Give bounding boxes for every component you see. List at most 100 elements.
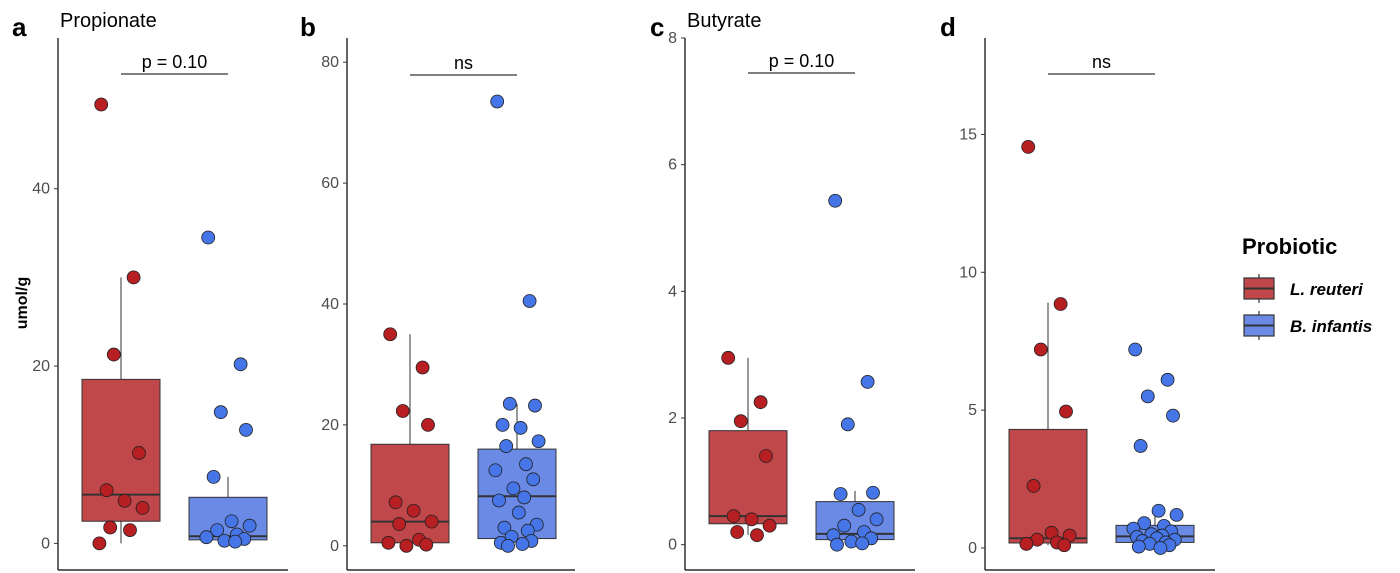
data-point [395, 404, 410, 418]
data-point [92, 536, 107, 551]
data-point [383, 327, 398, 342]
data-point [132, 446, 146, 460]
data-point [381, 535, 396, 550]
data-point [497, 520, 512, 535]
series-l-reuteri [708, 350, 788, 543]
series-b-infantis [815, 193, 895, 552]
data-point [242, 518, 257, 533]
data-point [522, 294, 537, 308]
data-point [866, 485, 880, 500]
data-point [733, 414, 748, 429]
box [708, 430, 788, 525]
data-point [488, 463, 503, 478]
y-tick-label: 8 [668, 30, 677, 47]
y-tick-label: 6 [668, 157, 677, 174]
data-point [201, 230, 216, 245]
data-point [392, 517, 407, 531]
data-point [199, 530, 214, 545]
data-point [492, 493, 506, 508]
data-point [126, 270, 141, 285]
data-point [99, 483, 114, 498]
data-point [506, 481, 521, 496]
data-point [1059, 404, 1073, 419]
data-point [213, 405, 228, 420]
panel-letter: b [300, 12, 316, 42]
data-point [1026, 479, 1041, 493]
data-point [726, 509, 741, 524]
data-point [869, 512, 884, 527]
legend-key-b-infantis [1243, 311, 1275, 340]
panel-letter: a [12, 12, 27, 42]
data-point [499, 439, 514, 453]
data-point [828, 193, 843, 208]
data-point [490, 94, 505, 109]
y-axis-label: umol/g [14, 277, 31, 329]
legend-label-l-reuteri: L. reuteri [1290, 280, 1364, 299]
y-tick-label: 0 [41, 535, 50, 552]
data-point [830, 537, 844, 552]
data-point [860, 374, 875, 389]
y-tick-label: 80 [321, 54, 339, 71]
panel-letter: d [940, 12, 956, 42]
legend-title: Probiotic [1242, 234, 1337, 259]
data-point [531, 434, 546, 449]
y-tick-label: 4 [668, 283, 677, 300]
y-tick-label: 10 [959, 264, 977, 281]
legend-key-l-reuteri [1243, 274, 1275, 303]
series-l-reuteri [370, 327, 450, 553]
y-tick-label: 60 [321, 175, 339, 192]
significance-label: p = 0.10 [142, 52, 208, 72]
box [1008, 428, 1088, 544]
data-point [117, 493, 132, 508]
data-point [1131, 539, 1146, 554]
data-point [1128, 342, 1143, 357]
data-point [1151, 503, 1166, 518]
data-point [730, 525, 745, 539]
data-point [753, 395, 768, 410]
box [370, 443, 450, 544]
data-point [415, 360, 430, 375]
data-point [840, 417, 855, 432]
data-point [1153, 541, 1168, 555]
data-point [421, 418, 435, 432]
data-point [515, 537, 530, 551]
y-tick-label: 0 [968, 540, 977, 557]
data-point [762, 518, 777, 533]
data-point [833, 487, 848, 501]
series-b-infantis [188, 230, 268, 549]
legend: Probiotic L. reuteri B. infantis [1242, 234, 1372, 340]
panel-title: Butyrate [687, 10, 761, 32]
panel-c: 0 2 4 6 8c Butyrate p = 0.10 [650, 10, 915, 571]
data-point [388, 495, 403, 510]
data-point [837, 518, 852, 533]
data-point [1021, 139, 1036, 154]
data-point [1160, 372, 1175, 387]
data-point [513, 421, 528, 435]
data-point [495, 418, 510, 432]
series-b-infantis [1115, 342, 1195, 555]
data-point [744, 512, 759, 527]
data-point [526, 472, 541, 487]
data-point [94, 97, 109, 112]
data-point [210, 523, 225, 537]
data-point [1137, 516, 1152, 531]
data-point [239, 423, 253, 437]
legend-label-b-infantis: B. infantis [1290, 317, 1372, 336]
series-b-infantis [477, 94, 557, 553]
data-point [406, 503, 421, 518]
data-point [1033, 342, 1048, 357]
panel-d: 0 5 10 15 d ns [940, 12, 1215, 571]
data-point [759, 449, 773, 463]
data-point [517, 490, 532, 505]
data-point [1140, 389, 1155, 404]
data-point [528, 398, 542, 413]
y-tick-label: 0 [668, 537, 677, 554]
panel-a: 0 20 40 a Propionate umol/g p = 0.10 [12, 10, 288, 571]
data-point [224, 514, 239, 529]
data-point [135, 501, 150, 515]
y-tick-label: 0 [330, 538, 339, 555]
y-tick-label: 40 [32, 181, 50, 198]
panel-letter: c [650, 12, 664, 42]
